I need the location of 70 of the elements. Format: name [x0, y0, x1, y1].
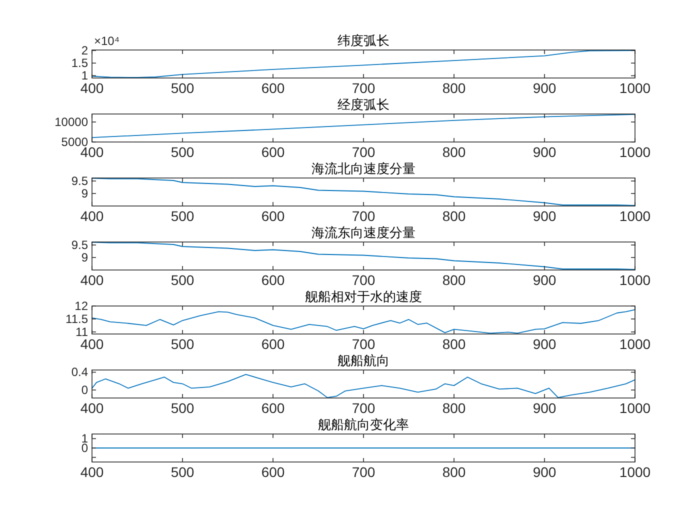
x-tick-label: 800 — [442, 80, 466, 96]
y-tick-label: 0.4 — [71, 365, 88, 380]
x-tick-label: 700 — [352, 208, 376, 224]
x-tick-label: 600 — [261, 80, 285, 96]
chart-title: 海流东向速度分量 — [312, 225, 416, 241]
chart-title: 海流北向速度分量 — [312, 161, 416, 177]
x-tick-label: 500 — [170, 144, 194, 160]
x-tick-label: 1000 — [619, 464, 651, 480]
x-tick-label: 1000 — [619, 400, 651, 416]
x-tick-label: 1000 — [619, 80, 651, 96]
x-tick-label: 800 — [442, 464, 466, 480]
x-tick-label: 900 — [532, 272, 556, 288]
x-tick-label: 800 — [442, 400, 466, 416]
x-tick-label: 700 — [352, 144, 376, 160]
x-tick-label: 900 — [532, 80, 556, 96]
x-tick-label: 400 — [80, 464, 104, 480]
x-tick-label: 800 — [442, 144, 466, 160]
x-tick-label: 600 — [261, 400, 285, 416]
chart-title: 经度弧长 — [338, 97, 390, 113]
y-tick-label: 0 — [81, 383, 88, 397]
x-tick-label: 500 — [170, 464, 194, 480]
x-tick-label: 400 — [80, 80, 104, 96]
x-tick-label: 600 — [261, 208, 285, 224]
x-tick-label: 500 — [170, 208, 194, 224]
x-tick-label: 400 — [80, 208, 104, 224]
x-tick-label: 500 — [170, 400, 194, 416]
y-tick-label: 9.5 — [71, 174, 88, 188]
x-tick-label: 700 — [352, 336, 376, 352]
x-tick-label: 900 — [532, 144, 556, 160]
y-tick-label: 12 — [74, 299, 88, 313]
y-tick-label: 9 — [81, 186, 88, 200]
text: ×10⁴ — [94, 34, 120, 48]
y-tick-label: 11 — [76, 324, 88, 339]
y-tick-label: 10000 — [54, 115, 88, 129]
x-tick-label: 900 — [532, 208, 556, 224]
chart-title: 舰船相对于水的速度 — [305, 289, 422, 305]
x-tick-label: 600 — [261, 464, 285, 480]
x-tick-label: 500 — [170, 80, 194, 96]
x-tick-label: 1000 — [619, 144, 651, 160]
y-tick-label: 1.5 — [71, 56, 88, 70]
x-tick-label: 700 — [352, 464, 376, 480]
y-tick-label: 0 — [81, 441, 88, 455]
x-tick-label: 400 — [80, 336, 104, 352]
y-tick-label: 11.5 — [66, 312, 88, 326]
x-tick-label: 400 — [80, 272, 104, 288]
x-tick-label: 1000 — [619, 336, 651, 352]
y-tick-label: 2 — [81, 44, 88, 58]
x-tick-label: 400 — [80, 400, 104, 416]
chart-title: 舰船航向变化率 — [318, 417, 409, 433]
x-tick-label: 500 — [170, 336, 194, 352]
x-tick-label: 1000 — [619, 208, 651, 224]
x-tick-label: 500 — [170, 272, 194, 288]
x-tick-label: 800 — [442, 272, 466, 288]
x-tick-label: 800 — [442, 208, 466, 224]
x-tick-label: 900 — [532, 336, 556, 352]
x-tick-label: 1000 — [619, 272, 651, 288]
x-tick-label: 600 — [261, 336, 285, 352]
y-tick-label: 1 — [81, 68, 88, 83]
x-tick-label: 700 — [352, 80, 376, 96]
x-tick-label: 900 — [532, 464, 556, 480]
y-tick-label: 9.5 — [71, 238, 88, 252]
chart-title: 舰船航向 — [338, 354, 390, 369]
x-tick-label: 700 — [352, 400, 376, 416]
x-tick-label: 900 — [532, 400, 556, 416]
x-tick-label: 700 — [352, 272, 376, 288]
x-tick-label: 600 — [261, 144, 285, 160]
x-tick-label: 800 — [442, 336, 466, 352]
x-tick-label: 600 — [261, 272, 285, 288]
y-tick-label: 9 — [81, 250, 88, 264]
chart-title: 纬度弧长 — [338, 33, 390, 49]
